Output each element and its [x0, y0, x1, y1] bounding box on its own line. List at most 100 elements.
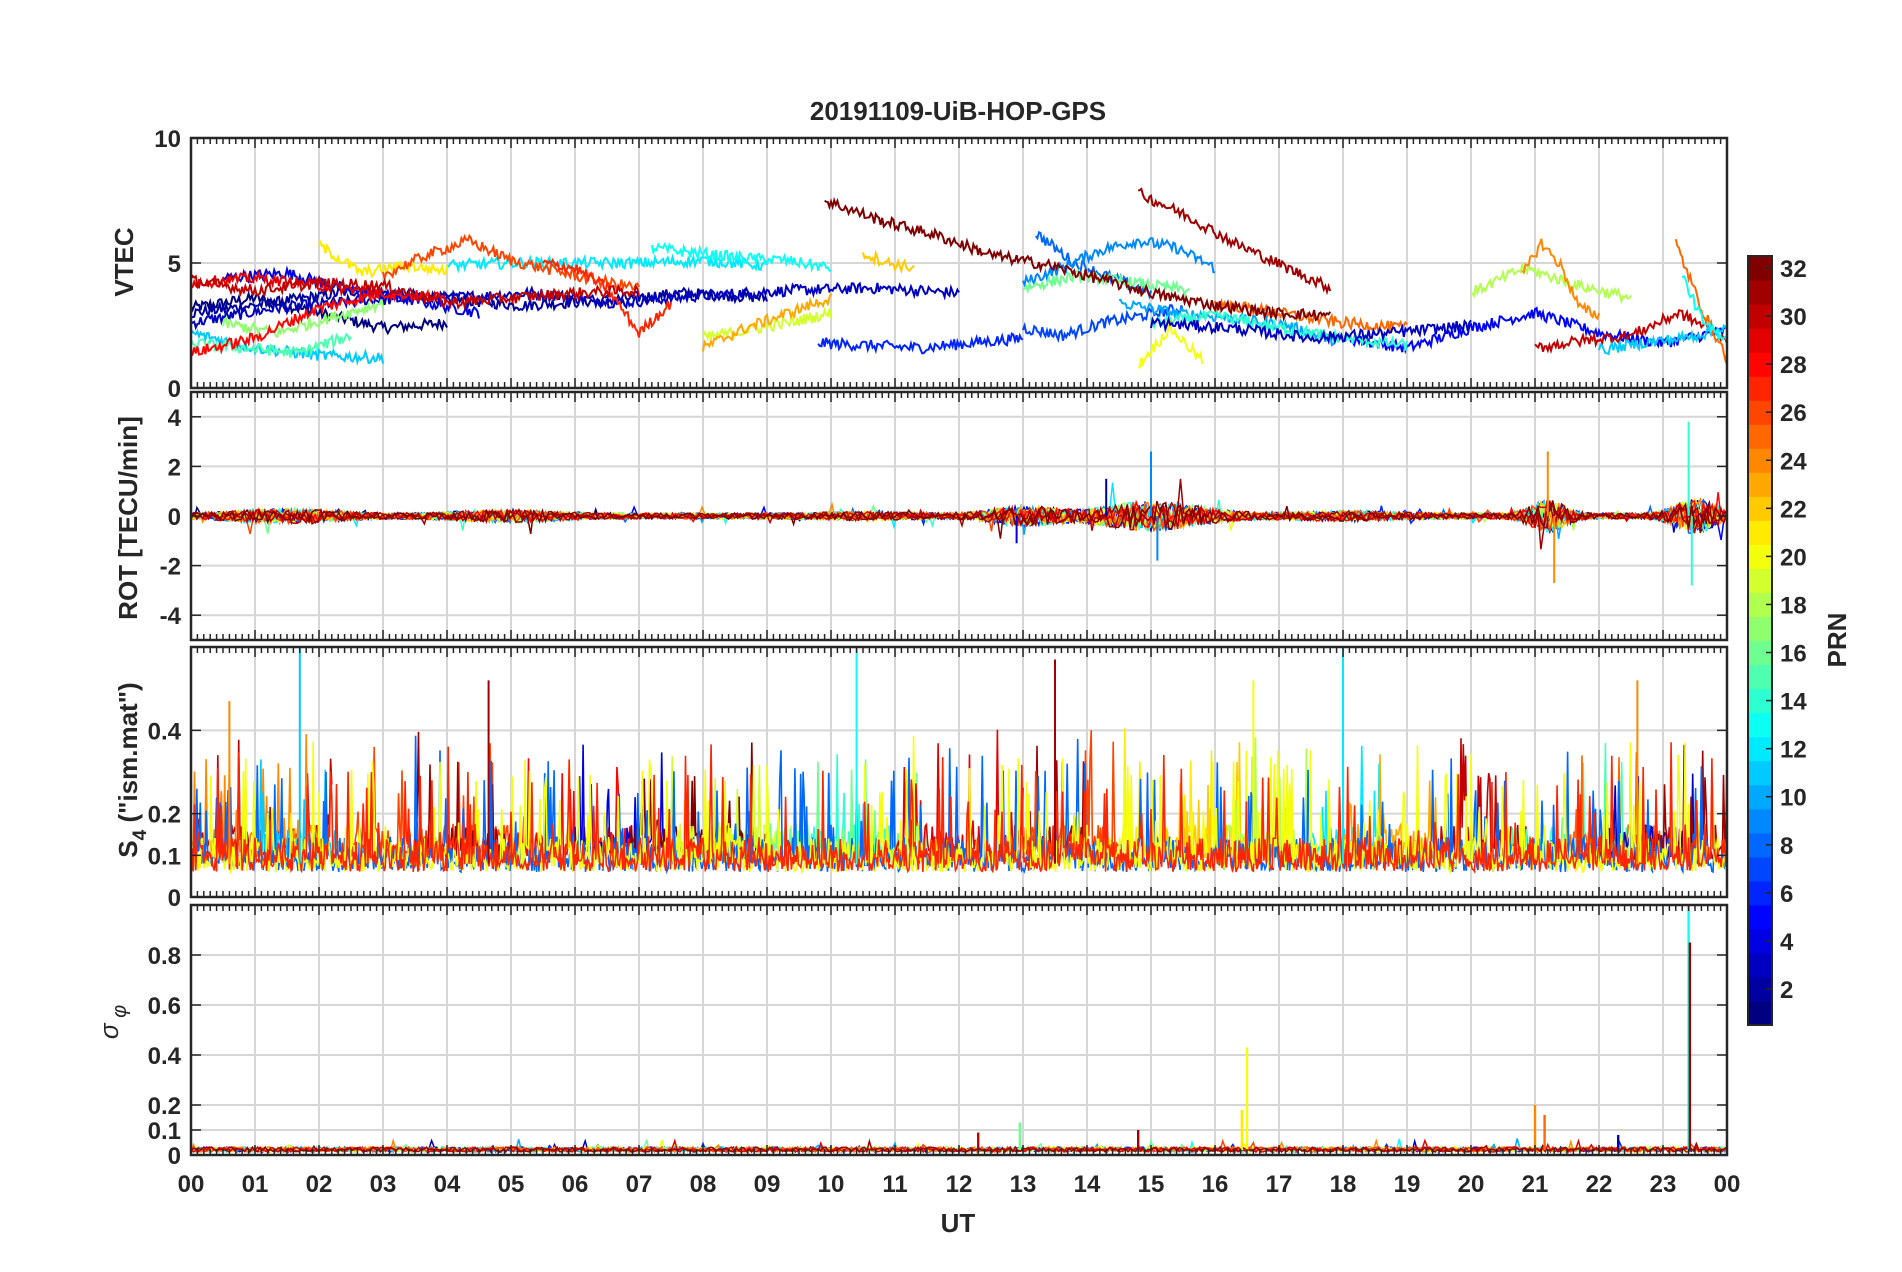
s4-ylabel-text: S4 ("ism.mat") [113, 682, 151, 857]
y-tick-label: 0 [168, 504, 181, 531]
rot-plot-area: -4 -2 0 2 4 [160, 390, 1729, 642]
colorbar-tick-label: 16 [1780, 641, 1807, 668]
colorbar-swatch-prn23 [1748, 472, 1772, 497]
vtec-line-prn22 [862, 249, 915, 275]
axes-box [189, 390, 1729, 642]
vtec-line-prn11 [1598, 323, 1728, 356]
x-tick-label: 21 [1522, 1171, 1549, 1198]
colorbar-tick-label: 20 [1780, 544, 1807, 571]
vtec-line-prn19 [702, 306, 832, 343]
colorbar-tick-label: 28 [1780, 352, 1807, 379]
colorbar-swatch-prn7 [1748, 856, 1772, 882]
sigma-phi-plot-area: 00.10.2 0.4 0.6 0.8 [148, 903, 1729, 1170]
colorbar-tick-label: 22 [1780, 496, 1807, 523]
phi-subscript: φ [109, 1005, 131, 1024]
vtec-line-prn7 [1022, 304, 1184, 344]
colorbar-tick-label: 32 [1780, 256, 1807, 283]
colorbar-tick-label: 12 [1780, 737, 1807, 764]
colorbar-tick-label: 6 [1780, 881, 1793, 908]
vtec-line-prn30 [190, 274, 640, 311]
s4-ylabel-sub: 4 [130, 829, 151, 840]
vtec-line-prn30 [1534, 308, 1728, 355]
y-tick-label: 0.4 [148, 1043, 182, 1070]
axes-box [189, 903, 1729, 1157]
vtec-line-prn10 [1118, 298, 1344, 347]
y-tick-label: -4 [160, 603, 182, 630]
vtec-line-prn13 [650, 241, 832, 273]
x-tick-label: 07 [626, 1171, 653, 1198]
x-tick-label: 05 [498, 1171, 525, 1198]
colorbar-tick-label: 30 [1780, 304, 1807, 331]
vtec-line-prn9 [1022, 236, 1216, 289]
y-tick-label: 0.1 [148, 843, 181, 870]
vtec-line-prn3 [1150, 315, 1472, 345]
colorbar-tick-label: 24 [1780, 448, 1807, 475]
x-tick-label: 20 [1458, 1171, 1485, 1198]
x-tick-label: 04 [434, 1171, 461, 1198]
s4-ylabel-s: S [113, 840, 143, 857]
vtec-plot-area: 0 5 10 [154, 126, 1729, 403]
colorbar-tick-label: 4 [1780, 929, 1794, 956]
x-tick-label: 01 [242, 1171, 269, 1198]
colorbar-swatch-prn11 [1748, 760, 1772, 786]
colorbar-swatch-prn15 [1748, 664, 1772, 690]
colorbar-swatch-prn5 [1748, 904, 1772, 930]
x-tick-label: 12 [946, 1171, 973, 1198]
colorbar-label: PRN [1822, 613, 1852, 668]
colorbar-swatch-prn3 [1748, 952, 1772, 978]
x-tick-label: 17 [1266, 1171, 1293, 1198]
vtec-line-prn27 [542, 257, 672, 338]
vtec-line-prn28 [190, 286, 448, 358]
x-tick-label: 03 [370, 1171, 397, 1198]
x-tick-label: 19 [1394, 1171, 1421, 1198]
colorbar-swatch-prn21 [1748, 520, 1772, 545]
vtec-line-prn24 [1521, 238, 1600, 321]
y-tick-label: 0 [168, 885, 181, 912]
y-tick-label: 0.2 [148, 1093, 181, 1120]
vtec-line-prn13 [1681, 274, 1728, 342]
rot-ylabel: ROT [TECU/min] [113, 416, 143, 620]
s4-ylabel: S4 ("ism.mat") [113, 682, 151, 857]
colorbar-swatch-prn17 [1748, 616, 1772, 642]
axes-box [189, 645, 1729, 899]
x-tick-labels: 00 01 02 03 04 05 06 07 08 09 10 11 12 13 14 15 16 17 18 19… [178, 1171, 1741, 1198]
colorbar-tick-label: 18 [1780, 592, 1807, 619]
x-tick-label: 14 [1074, 1171, 1101, 1198]
x-tick-label: 10 [818, 1171, 845, 1198]
chart-title: 20191109-UiB-HOP-GPS [810, 96, 1106, 126]
colorbar-tick-label: 10 [1780, 785, 1807, 812]
x-tick-label: 13 [1010, 1171, 1037, 1198]
panel-sigma-phi: 00.10.2 0.4 0.6 0.8 [148, 903, 1729, 1170]
s4-line-prn30 [1438, 738, 1536, 861]
colorbar-swatch-prn19 [1748, 568, 1772, 594]
vtec-line-prn18 [1470, 261, 1632, 305]
x-tick-label: 15 [1138, 1171, 1165, 1198]
vtec-line-prn2 [190, 284, 768, 319]
colorbar-swatch-prn31 [1748, 280, 1772, 305]
y-tick-label: 0 [168, 1143, 181, 1170]
sigma-phi-ylabel-text: σ φ [94, 1005, 131, 1039]
colorbar-tick-label: 2 [1780, 977, 1793, 1004]
y-tick-label: 2 [168, 454, 181, 481]
vtec-line-prn32 [824, 196, 1332, 323]
colorbar-swatch-prn27 [1748, 376, 1772, 401]
y-tick-label: 0 [168, 376, 181, 403]
x-tick-label: 22 [1586, 1171, 1613, 1198]
vtec-ylabel: VTEC [109, 227, 139, 297]
s4-line-prn27 [190, 742, 1728, 874]
s4-ylabel-rest: ("ism.mat") [113, 682, 143, 829]
vtec-line-prn23 [702, 293, 832, 352]
x-axis-label: UT [941, 1208, 976, 1238]
y-tick-label: 0.8 [148, 943, 181, 970]
axes-box [189, 136, 1729, 390]
x-tick-label: 02 [306, 1171, 333, 1198]
rot-line-prn32 [190, 500, 1728, 539]
colorbar-swatch-prn1 [1748, 1000, 1772, 1026]
vtec-line-prn1 [190, 290, 448, 336]
panel-vtec: 0 5 10 [154, 126, 1729, 403]
x-tick-label: 00 [1714, 1171, 1741, 1198]
y-tick-label: 0.6 [148, 993, 181, 1020]
y-tick-label: 0.4 [148, 718, 182, 745]
